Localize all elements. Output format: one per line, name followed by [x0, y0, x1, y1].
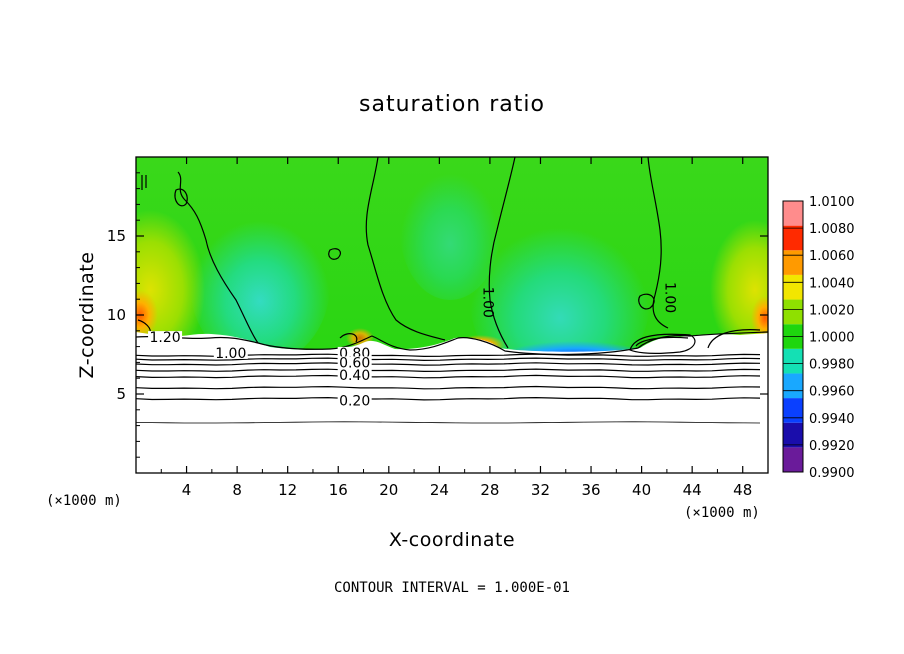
x-tick-label: 8 [232, 481, 242, 499]
contour-label-bg [337, 356, 372, 369]
contour-line-level [136, 362, 761, 366]
colorbar-swatch [783, 348, 803, 374]
contour-label: 1.00 [662, 282, 678, 313]
colorbar-label: 1.0060 [809, 249, 855, 264]
contour-label: 0.40 [339, 368, 370, 384]
colorbar: 0.9900 0.9920 0.9940 0.9960 0.9980 1.0000 1.00… [782, 195, 855, 481]
colorbar-label: 1.0020 [809, 303, 855, 318]
contour-interval-note: CONTOUR INTERVAL = 1.000E-01 [334, 580, 570, 596]
x-tick-label: 4 [182, 481, 192, 499]
colorbar-label: 1.0000 [809, 331, 855, 346]
colorbar-label: 0.9980 [809, 358, 855, 373]
x-tick-label: 16 [329, 481, 348, 499]
contour-labels: 1.201.00 0.800.600.400.201.00 1.00 [148, 282, 678, 409]
colorbar-swatch [783, 274, 803, 300]
colorbar-label: 0.9920 [809, 439, 855, 454]
contour-label: 0.60 [339, 355, 370, 371]
contour-line-level [136, 374, 761, 379]
x-axis-title: X-coordinate [389, 529, 515, 551]
contour-label-bg [337, 369, 372, 382]
colorbar-label: 0.9900 [809, 466, 855, 481]
colorbar-swatch [783, 373, 803, 399]
colorbar-label: 1.0040 [809, 276, 855, 291]
x-tick-label: 12 [278, 481, 297, 499]
colorbar-label: 0.9960 [809, 385, 855, 400]
colorbar-swatch [783, 250, 803, 275]
contour-lines [136, 157, 768, 356]
contour-label-bg [213, 346, 248, 359]
heatmap-field [136, 157, 768, 473]
contour-line-level [136, 385, 761, 390]
x-axis-ticks: 4 8 12 16 20 24 28 32 36 40 44 48 [160, 157, 752, 499]
x-tick-label: 20 [379, 481, 398, 499]
contour-line-level [136, 396, 761, 401]
colorbar-swatch [783, 447, 803, 472]
x-tick-label: 28 [480, 481, 499, 499]
y-axis-title: Z-coordinate [76, 252, 98, 379]
y-tick-label: 10 [107, 306, 126, 324]
colorbar-swatch [783, 225, 803, 251]
colorbar-swatch [783, 422, 803, 448]
x-tick-label: 24 [430, 481, 449, 499]
contour-label: 1.20 [149, 330, 180, 346]
x-origin-unit-label: (×1000 m) [46, 493, 122, 509]
contour-line-level [136, 357, 761, 362]
x-tick-label: 40 [632, 481, 651, 499]
y-axis-ticks: 5 10 15 [107, 172, 768, 458]
colorbar-swatch [783, 201, 803, 226]
chart-title: saturation ratio [359, 92, 545, 117]
contour-label: 1.00 [215, 346, 246, 362]
contour-label-bg [337, 394, 372, 407]
contour-label-bg [337, 346, 372, 359]
contour-label: 1.00 [480, 287, 496, 318]
contour-line-level [136, 421, 761, 424]
contour-line-level [136, 368, 761, 373]
x-axis-unit-label: (×1000 m) [684, 505, 760, 521]
contour-label: 0.20 [339, 393, 370, 409]
y-tick-label: 15 [107, 227, 126, 245]
x-tick-label: 32 [531, 481, 550, 499]
colorbar-swatch [783, 299, 803, 325]
y-tick-label: 5 [116, 385, 126, 403]
colorbar-swatch [783, 398, 803, 423]
contour-label-bg [148, 331, 183, 344]
colorbar-label: 1.0080 [809, 222, 855, 237]
colorbar-label: 1.0100 [809, 195, 855, 210]
x-tick-label: 48 [733, 481, 752, 499]
x-tick-label: 44 [683, 481, 702, 499]
colorbar-label: 0.9940 [809, 412, 855, 427]
x-tick-label: 36 [581, 481, 600, 499]
